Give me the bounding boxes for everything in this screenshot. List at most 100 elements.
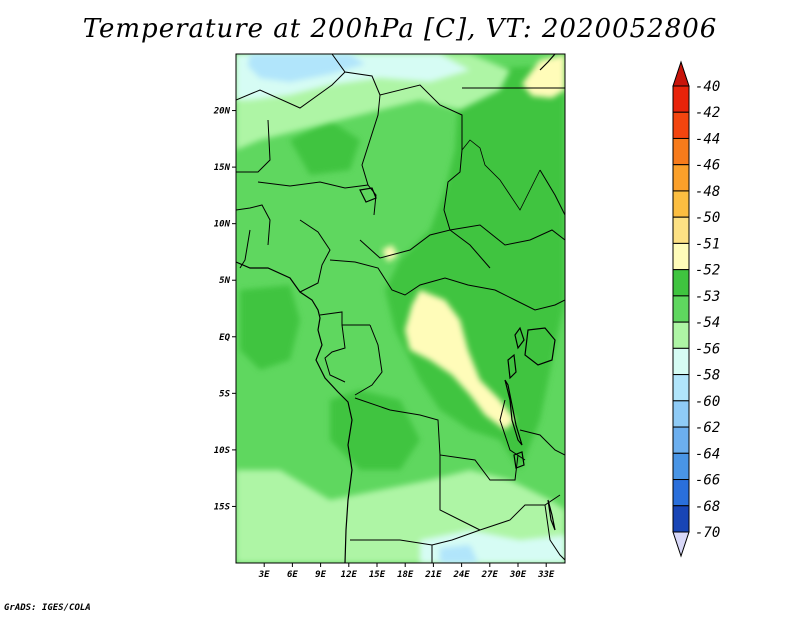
colorbar-swatch (672, 85, 690, 113)
colorbar-level-label: -48 (695, 184, 720, 200)
lon-tick-label: 6E (287, 570, 298, 580)
lake-tanganyika (504, 379, 523, 446)
colorbar-level-label: -40 (695, 79, 720, 95)
contour-fill-52-west (240, 285, 300, 370)
colorbar-swatch (672, 111, 690, 139)
colorbar-swatch (672, 400, 690, 428)
border-benin-togo (239, 229, 251, 269)
lon-tick-label: 9E (315, 570, 326, 580)
colorbar-level-label: -68 (695, 499, 720, 515)
colorbar-swatch (672, 295, 690, 323)
longitude-axis: 3E 6E 9E 12E 15E 18E 21E 24E 27E 30E 33E (258, 563, 555, 580)
lat-tick-label: EQ (219, 333, 230, 343)
colorbar-swatch (672, 347, 690, 376)
lon-tick-label: 27E (481, 570, 499, 580)
colorbar-swatch (672, 269, 690, 297)
lon-tick-label: 18E (397, 570, 414, 580)
lat-tick-label: 5N (219, 276, 230, 286)
colorbar-level-label: -46 (695, 158, 720, 174)
map-plot-area: 20N 15N 10N 5N EQ 5S 10S 15S 3E 6E 9E 12E 15E 18E 21E… (213, 53, 566, 580)
lat-tick-label: 15N (214, 163, 231, 173)
colorbar-level-label: -62 (695, 420, 720, 436)
colorbar-swatch (672, 164, 690, 192)
border-burkina-ghana (236, 204, 271, 246)
colorbar-swatch (672, 242, 690, 271)
border-car-congo (329, 259, 496, 296)
lake-victoria (524, 327, 556, 366)
lat-tick-label: 15S (214, 502, 231, 512)
border-nigeria-cameroon (299, 219, 331, 293)
lake-kivu (507, 353, 517, 380)
contour-fill-51-spot (382, 245, 398, 262)
colorbar-swatch (672, 321, 690, 349)
border-congo-drc (354, 324, 383, 396)
lon-tick-label: 3E (258, 570, 270, 580)
colorbar-level-label: -66 (695, 473, 720, 489)
colorbar-level-label: -44 (695, 131, 720, 147)
colorbar-swatch (672, 216, 690, 244)
latitude-axis: 20N 15N 10N 5N EQ 5S 10S 15S (213, 107, 236, 512)
colorbar-bottom-triangle (672, 531, 690, 558)
country-borders (236, 54, 565, 563)
lat-tick-label: 10N (214, 220, 231, 230)
border-mozambique (544, 504, 565, 561)
lake-malawi (547, 499, 556, 531)
colorbar-level-label: -52 (695, 263, 720, 279)
colorbar-swatch (672, 505, 690, 533)
lat-tick-label: 20N (213, 107, 231, 117)
lon-tick-label: 24E (452, 570, 470, 580)
colorbar-top-triangle (672, 60, 690, 87)
colorbar-level-label: -64 (695, 446, 720, 462)
lake-mweru (513, 451, 525, 469)
colorbar-swatch (672, 452, 690, 481)
border-algeria-mali (236, 71, 346, 109)
nile-river (461, 139, 541, 211)
border-zambia-drc-lake (499, 399, 526, 461)
colorbar-swatch (672, 190, 690, 218)
map-frame (235, 53, 566, 564)
border-tanzania (519, 429, 565, 456)
colorbar-level-label: -50 (695, 210, 720, 226)
lon-tick-label: 33E (537, 570, 555, 580)
coast-redsea (539, 54, 556, 71)
colorbar-level-label: -42 (695, 105, 720, 121)
border-cameroon-gabon (319, 311, 370, 326)
lon-tick-label: 15E (369, 570, 386, 580)
figure-title: Temperature at 200hPa [C], VT: 202005280… (82, 14, 718, 44)
coastlines (236, 54, 556, 563)
lake-chad (359, 187, 377, 203)
border-chad-car (359, 229, 491, 269)
border-gabon-congo (324, 324, 346, 383)
lake-albert (514, 326, 525, 350)
colorbar-level-label: -56 (695, 341, 720, 357)
border-angola-zambia (439, 455, 481, 531)
border-niger-nigeria (257, 181, 369, 189)
contour-fill-52-north (290, 120, 360, 175)
contour-fill-51-central (405, 290, 515, 430)
colorbar-level-label: -54 (695, 315, 720, 331)
border-sudan-southsudan (449, 224, 565, 246)
border-zambia-zimbabwe (479, 494, 561, 531)
coast-west-africa (236, 261, 353, 563)
contour-fill-58-south (440, 545, 478, 563)
colorbar-level-label: -58 (695, 368, 720, 384)
colorbar-level-label: -70 (695, 525, 720, 541)
colorbar-legend: -40 -42 -44 -46 -48 -50 -51 -52 -53 -54 -56 -58 -60 -… (672, 60, 720, 558)
colorbar-level-label: -53 (695, 289, 720, 305)
colorbar-swatch (672, 426, 690, 454)
lat-tick-label: 10S (214, 446, 231, 456)
colorbar-level-label: -51 (695, 236, 720, 252)
lon-tick-label: 30E (509, 570, 527, 580)
lon-tick-label: 12E (341, 570, 358, 580)
credit-text: GrADS: IGES/COLA (4, 603, 91, 613)
lat-tick-label: 5S (219, 389, 230, 399)
border-mali-niger (236, 119, 271, 173)
contour-fill-51-northeast (522, 55, 565, 98)
contour-fill-58-north (248, 54, 365, 82)
border-southsudan-drc (494, 289, 565, 311)
colorbar-swatch (672, 374, 690, 402)
border-libya-algeria-niger (331, 54, 381, 216)
colorbar-swatch (672, 479, 690, 507)
